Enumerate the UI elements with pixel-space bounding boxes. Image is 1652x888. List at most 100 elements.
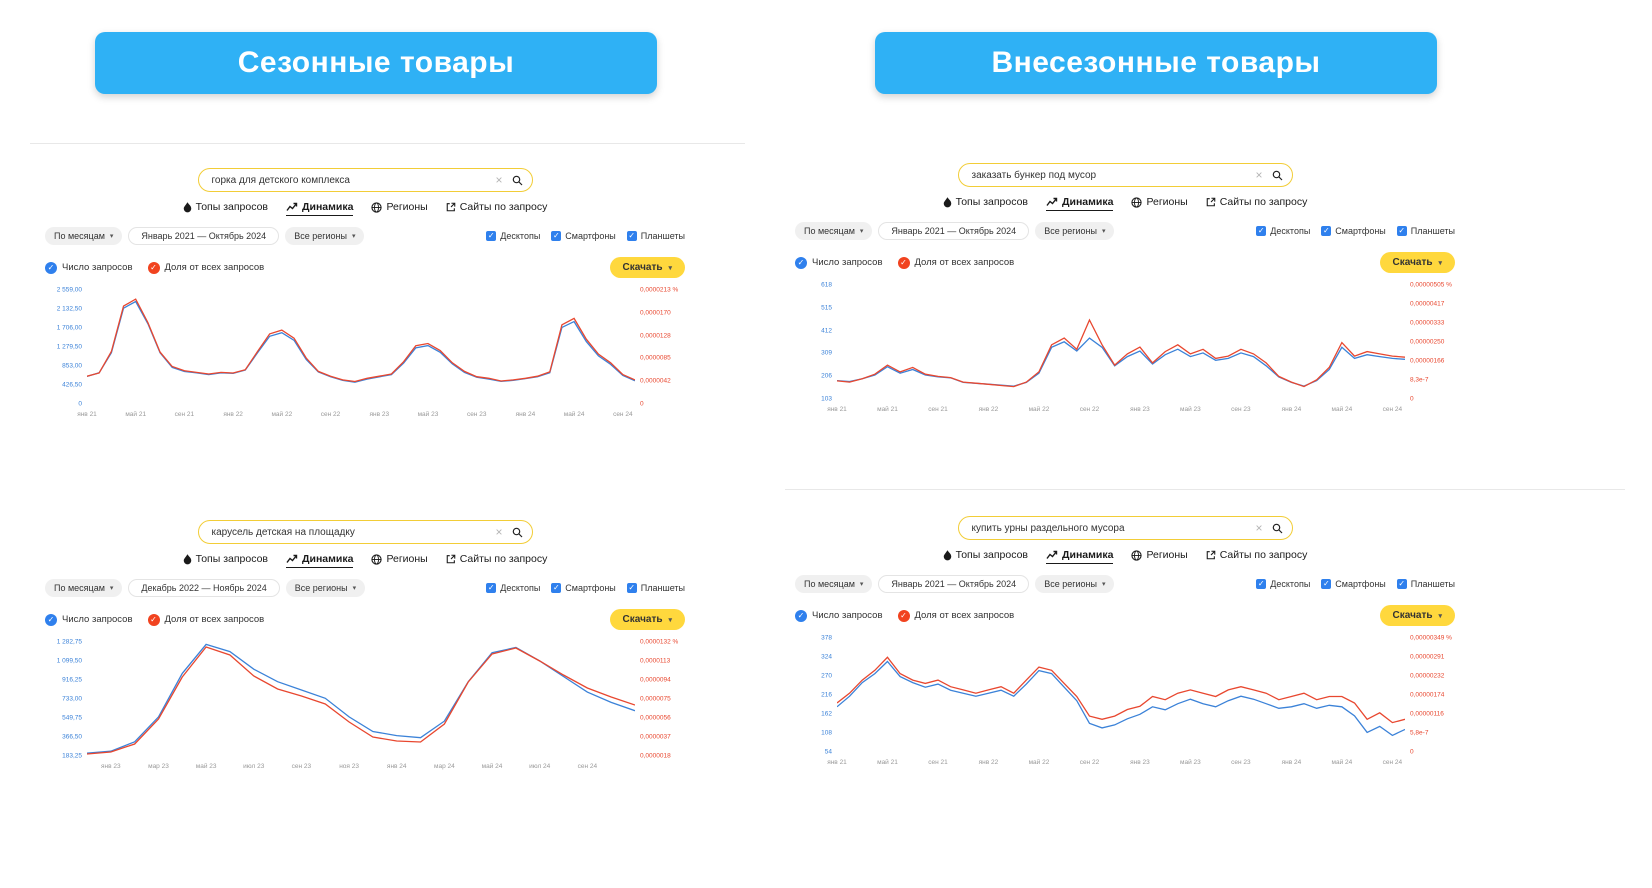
checkbox-checked-icon[interactable]: ✓ — [551, 583, 562, 593]
download-button[interactable]: Скачать ▾ — [1379, 252, 1455, 273]
regions-dropdown[interactable]: Все регионы ▾ — [1035, 222, 1115, 240]
x-axis-tick-label: мар 23 — [148, 763, 169, 770]
tab-dynamics[interactable]: Динамика — [1046, 196, 1114, 211]
checkbox-tablets[interactable]: ✓ Планшеты — [626, 583, 685, 593]
device-filters: ✓ Десктопы ✓ Смартфоны ✓ Планшеты — [486, 583, 685, 593]
x-axis-tick-label: янв 22 — [978, 759, 999, 766]
granularity-dropdown[interactable]: По месяцам ▾ — [795, 575, 873, 593]
search-input[interactable]: горка для детского комплекса × — [197, 168, 533, 192]
search-icon[interactable] — [512, 527, 523, 538]
checkbox-smartphones[interactable]: ✓ Смартфоны — [551, 231, 616, 241]
checkbox-tablets[interactable]: ✓ Планшеты — [626, 231, 685, 241]
legend-queries-count[interactable]: ✓ Число запросов — [795, 609, 883, 622]
y-axis-label-right: 0,0000170 — [640, 309, 671, 317]
tab-dynamics[interactable]: Динамика — [286, 553, 354, 568]
tab-regions[interactable]: Регионы — [1131, 549, 1188, 564]
checkbox-checked-icon[interactable]: ✓ — [1321, 226, 1332, 236]
legend-queries-count[interactable]: ✓ Число запросов — [45, 613, 133, 626]
tab-dynamics[interactable]: Динамика — [286, 201, 354, 216]
legend-queries-count[interactable]: ✓ Число запросов — [795, 256, 883, 269]
y-axis-label-right: 0,00000417 — [1410, 300, 1445, 308]
legend-share-of-queries[interactable]: ✓ Доля от всех запросов — [897, 256, 1014, 269]
trend-icon — [286, 554, 298, 564]
checkbox-checked-icon[interactable]: ✓ — [626, 231, 637, 241]
period-dropdown[interactable]: Январь 2021 — Октябрь 2024 — [128, 227, 280, 245]
tab-label: Регионы — [1146, 549, 1188, 561]
clear-icon[interactable]: × — [495, 173, 503, 187]
search-query-text[interactable]: заказать бункер под мусор — [971, 169, 1097, 181]
tab-dynamics[interactable]: Динамика — [1046, 549, 1114, 564]
checkbox-checked-icon[interactable]: ✓ — [1321, 579, 1332, 589]
checkbox-checked-icon[interactable]: ✓ — [1396, 226, 1407, 236]
period-dropdown[interactable]: Январь 2021 — Октябрь 2024 — [878, 222, 1030, 240]
plot-area: янв 23 мар 23 май 23 июл 23 сен 23 ноя 23 янв … — [87, 638, 635, 775]
divider — [30, 143, 745, 144]
clear-icon[interactable]: × — [1255, 168, 1263, 182]
checkbox-smartphones[interactable]: ✓ Смартфоны — [1321, 226, 1386, 236]
checkbox-desktops[interactable]: ✓ Десктопы — [1256, 226, 1310, 236]
checkbox-smartphones[interactable]: ✓ Смартфоны — [1321, 579, 1386, 589]
search-input[interactable]: карусель детская на площадку × — [197, 520, 533, 544]
download-button[interactable]: Скачать ▾ — [609, 609, 685, 630]
search-query-text[interactable]: купить урны раздельного мусора — [971, 522, 1125, 534]
x-axis-tick-label: янв 22 — [978, 406, 999, 413]
y-axis-label-right: 0,0000085 — [640, 354, 671, 362]
tab-sites-by-query[interactable]: Сайты по запросу — [1206, 196, 1307, 211]
search-icon[interactable] — [1272, 523, 1283, 534]
y-axis-label-right: 0,0000037 — [640, 733, 671, 741]
tab-sites-by-query[interactable]: Сайты по запросу — [1206, 549, 1307, 564]
legend-share-of-queries[interactable]: ✓ Доля от всех запросов — [897, 609, 1014, 622]
download-button[interactable]: Скачать ▾ — [609, 257, 685, 278]
legend-share-of-queries[interactable]: ✓ Доля от всех запросов — [147, 613, 264, 626]
tab-label: Сайты по запросу — [459, 201, 548, 213]
search-query-text[interactable]: горка для детского комплекса — [211, 174, 350, 186]
legend-label: Доля от всех запросов — [164, 262, 265, 273]
checkbox-checked-icon[interactable]: ✓ — [551, 231, 562, 241]
tab-sites-by-query[interactable]: Сайты по запросу — [446, 553, 547, 568]
checkbox-checked-icon[interactable]: ✓ — [486, 231, 497, 241]
legend-queries-count[interactable]: ✓ Число запросов — [45, 261, 133, 274]
period-dropdown[interactable]: Январь 2021 — Октябрь 2024 — [878, 575, 1030, 593]
search-query-text[interactable]: карусель детская на площадку — [211, 526, 355, 538]
regions-dropdown[interactable]: Все регионы ▾ — [1035, 575, 1115, 593]
tab-top-queries[interactable]: Топы запросов — [183, 553, 268, 568]
period-dropdown[interactable]: Декабрь 2022 — Ноябрь 2024 — [128, 579, 280, 597]
granularity-dropdown[interactable]: По месяцам ▾ — [45, 579, 123, 597]
checkbox-checked-icon[interactable]: ✓ — [626, 583, 637, 593]
checkbox-desktops[interactable]: ✓ Десктопы — [486, 231, 540, 241]
checkbox-desktops[interactable]: ✓ Десктопы — [1256, 579, 1310, 589]
tab-regions[interactable]: Регионы — [371, 201, 428, 216]
search-input[interactable]: купить урны раздельного мусора × — [957, 516, 1293, 540]
tab-top-queries[interactable]: Топы запросов — [943, 549, 1028, 564]
checkbox-checked-icon[interactable]: ✓ — [1256, 226, 1267, 236]
wordstat-panel-seasonal-1: горка для детского комплекса × Топы запр… — [45, 168, 685, 423]
tab-sites-by-query[interactable]: Сайты по запросу — [446, 201, 548, 216]
legend-share-of-queries[interactable]: ✓ Доля от всех запросов — [147, 261, 265, 274]
checkbox-desktops[interactable]: ✓ Десктопы — [486, 583, 540, 593]
checkbox-tablets[interactable]: ✓ Планшеты — [1396, 579, 1455, 589]
x-axis-tick-label: сен 22 — [1079, 759, 1100, 766]
checkbox-checked-icon[interactable]: ✓ — [486, 583, 497, 593]
granularity-dropdown[interactable]: По месяцам ▾ — [795, 222, 873, 240]
device-label: Смартфоны — [1335, 579, 1386, 589]
regions-dropdown[interactable]: Все регионы ▾ — [285, 579, 366, 597]
tab-top-queries[interactable]: Топы запросов — [943, 196, 1028, 211]
checkbox-smartphones[interactable]: ✓ Смартфоны — [551, 583, 616, 593]
checkbox-checked-icon[interactable]: ✓ — [1256, 579, 1267, 589]
device-label: Планшеты — [1410, 579, 1455, 589]
checkbox-checked-icon[interactable]: ✓ — [1396, 579, 1407, 589]
search-icon[interactable] — [512, 175, 523, 186]
regions-dropdown[interactable]: Все регионы ▾ — [285, 227, 365, 245]
tab-top-queries[interactable]: Топы запросов — [183, 201, 268, 216]
checkbox-tablets[interactable]: ✓ Планшеты — [1396, 226, 1455, 236]
plot-area: янв 21 май 21 сен 21 янв 22 май 22 сен 22 янв … — [827, 634, 1405, 771]
granularity-dropdown[interactable]: По месяцам ▾ — [45, 227, 123, 245]
tab-regions[interactable]: Регионы — [1131, 196, 1188, 211]
tab-regions[interactable]: Регионы — [371, 553, 428, 568]
clear-icon[interactable]: × — [1255, 521, 1263, 535]
search-icon[interactable] — [1272, 170, 1283, 181]
download-label: Скачать — [1392, 610, 1433, 621]
clear-icon[interactable]: × — [495, 525, 503, 539]
download-button[interactable]: Скачать ▾ — [1379, 605, 1455, 626]
search-input[interactable]: заказать бункер под мусор × — [957, 163, 1293, 187]
